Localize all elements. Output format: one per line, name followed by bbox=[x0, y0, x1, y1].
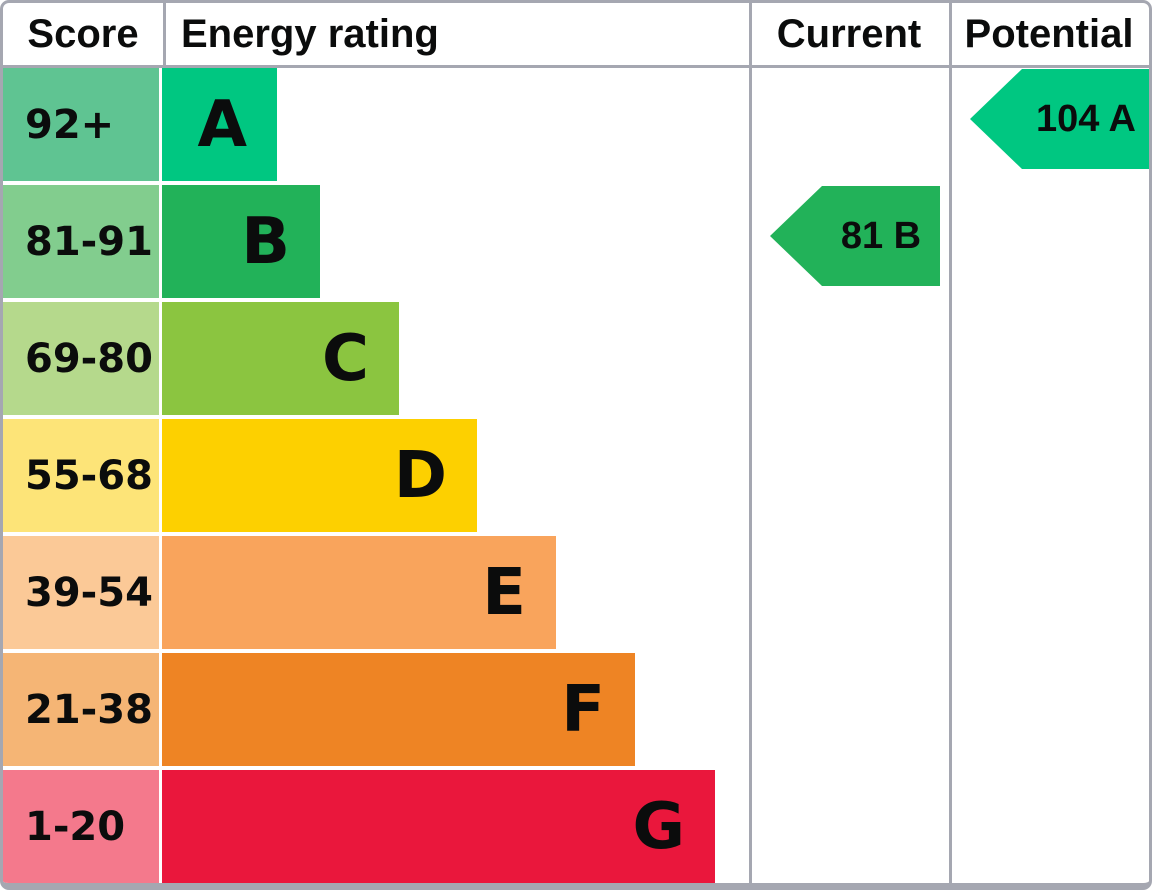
header-row: Score Energy rating Current Potential bbox=[3, 3, 1149, 68]
current-arrow-label: 81 B bbox=[840, 214, 922, 257]
score-range-b: 81-91 bbox=[3, 185, 159, 298]
score-range-g: 1-20 bbox=[3, 770, 159, 883]
band-letter-b: B bbox=[241, 204, 290, 279]
band-bar-f: F bbox=[162, 653, 635, 766]
band-letter-e: E bbox=[482, 555, 526, 630]
band-row-b: 81-91 B 81 B bbox=[3, 185, 1149, 302]
band-row-g: 1-20 G bbox=[3, 770, 1149, 883]
band-row-f: 21-38 F bbox=[3, 653, 1149, 770]
band-letter-g: G bbox=[632, 789, 685, 864]
band-letter-a: A bbox=[197, 87, 247, 162]
header-current: Current bbox=[776, 11, 922, 56]
score-range-d: 55-68 bbox=[3, 419, 159, 532]
band-row-e: 39-54 E bbox=[3, 536, 1149, 653]
divider-current-potential bbox=[949, 3, 952, 883]
header-energy-rating: Energy rating bbox=[181, 11, 439, 56]
band-bar-e: E bbox=[162, 536, 556, 649]
score-range-c: 69-80 bbox=[3, 302, 159, 415]
band-row-a: 92+ A 104 A bbox=[3, 68, 1149, 185]
score-range-e: 39-54 bbox=[3, 536, 159, 649]
header-potential: Potential bbox=[964, 11, 1134, 56]
score-range-f: 21-38 bbox=[3, 653, 159, 766]
potential-arrow: 104 A bbox=[970, 69, 1149, 169]
band-bar-d: D bbox=[162, 419, 477, 532]
score-range-a: 92+ bbox=[3, 68, 159, 181]
band-bar-b: B bbox=[162, 185, 320, 298]
divider-rating-current bbox=[749, 3, 752, 883]
band-row-c: 69-80 C bbox=[3, 302, 1149, 419]
band-letter-f: F bbox=[561, 672, 605, 747]
bands-area: 92+ A 104 A 81-91 B 81 B 69-80 C 55-68 bbox=[3, 68, 1149, 883]
divider-score-rating bbox=[163, 3, 166, 68]
header-score: Score bbox=[27, 11, 139, 56]
band-bar-g: G bbox=[162, 770, 715, 883]
band-letter-c: C bbox=[322, 321, 369, 396]
band-bar-c: C bbox=[162, 302, 399, 415]
band-row-d: 55-68 D bbox=[3, 419, 1149, 536]
band-bar-a: A bbox=[162, 68, 277, 181]
potential-arrow-label: 104 A bbox=[1036, 97, 1136, 140]
current-arrow: 81 B bbox=[770, 186, 940, 286]
band-letter-d: D bbox=[393, 438, 447, 513]
